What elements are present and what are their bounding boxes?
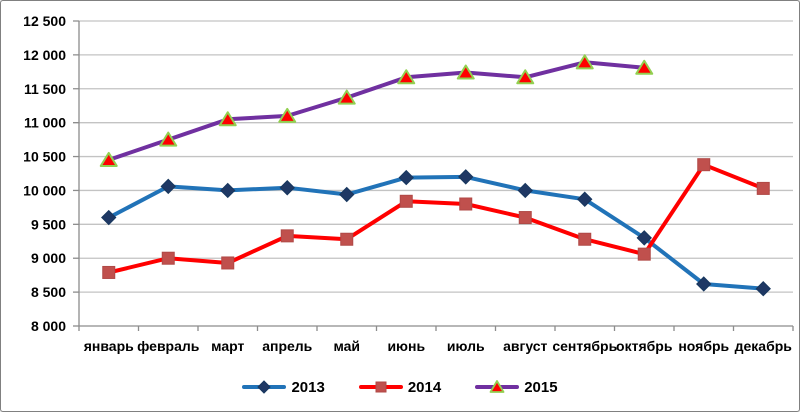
x-axis-label: февраль xyxy=(137,338,200,354)
x-axis-label: июнь xyxy=(387,338,425,354)
marker-square xyxy=(400,195,412,207)
marker-square xyxy=(460,198,472,210)
x-axis-label: март xyxy=(211,338,244,354)
x-axis-label: июль xyxy=(447,338,485,354)
marker-square xyxy=(698,159,710,171)
marker-diamond xyxy=(518,183,532,197)
chart-legend: 2013 2014 2015 xyxy=(1,373,799,401)
marker-square xyxy=(281,230,293,242)
x-axis-label: май xyxy=(333,338,360,354)
x-axis-label: апрель xyxy=(262,338,312,354)
marker-square xyxy=(103,266,115,278)
x-axis-label: январь xyxy=(84,338,134,354)
y-axis-label: 12 500 xyxy=(23,13,66,29)
legend-item-2014: 2014 xyxy=(359,378,441,396)
marker-diamond xyxy=(161,179,175,193)
x-axis-label: октябрь xyxy=(616,338,673,354)
x-axis-label: август xyxy=(503,338,547,354)
legend-item-2013: 2013 xyxy=(242,378,324,396)
series-line-2015 xyxy=(109,62,645,160)
marker-square xyxy=(757,182,769,194)
marker-diamond xyxy=(756,282,770,296)
chart-container: 8 000 8 500 9 000 9 500 10 000 10 500 11 000 11… xyxy=(0,0,800,412)
marker-square xyxy=(638,248,650,260)
y-axis-label: 12 000 xyxy=(23,47,66,63)
marker-square xyxy=(341,233,353,245)
y-axis-label: 9 000 xyxy=(31,250,66,266)
line-chart: 8 000 8 500 9 000 9 500 10 000 10 500 11 000 11… xyxy=(1,1,799,411)
legend-label: 2014 xyxy=(408,379,441,396)
y-axis-label: 10 500 xyxy=(23,149,66,165)
marker-square xyxy=(519,212,531,224)
y-axis-label: 11 000 xyxy=(24,115,66,131)
marker-square xyxy=(162,252,174,264)
legend-label: 2013 xyxy=(291,379,324,396)
legend-marker-square-icon xyxy=(359,378,403,396)
y-axis-label: 8 000 xyxy=(31,318,66,334)
marker-square xyxy=(222,257,234,269)
legend-marker-diamond-icon xyxy=(242,378,286,396)
series-line-2013 xyxy=(109,177,764,289)
marker-diamond xyxy=(280,181,294,195)
marker-square xyxy=(376,382,386,392)
y-axis-label: 8 500 xyxy=(31,284,66,300)
legend-item-2015: 2015 xyxy=(475,378,557,396)
y-axis-label: 10 000 xyxy=(23,182,66,198)
x-axis-label: ноябрь xyxy=(678,338,729,354)
y-axis-label: 11 500 xyxy=(24,81,66,97)
marker-diamond xyxy=(102,211,116,225)
legend-marker-triangle-icon xyxy=(475,378,519,396)
marker-diamond xyxy=(258,381,270,393)
x-axis-label: декабрь xyxy=(735,338,793,354)
marker-square xyxy=(579,233,591,245)
x-axis-label: сентябрь xyxy=(552,338,617,354)
marker-diamond xyxy=(399,171,413,185)
marker-diamond xyxy=(459,170,473,184)
legend-label: 2015 xyxy=(524,379,557,396)
marker-diamond xyxy=(221,183,235,197)
marker-diamond xyxy=(340,188,354,202)
y-axis-label: 9 500 xyxy=(31,216,66,232)
